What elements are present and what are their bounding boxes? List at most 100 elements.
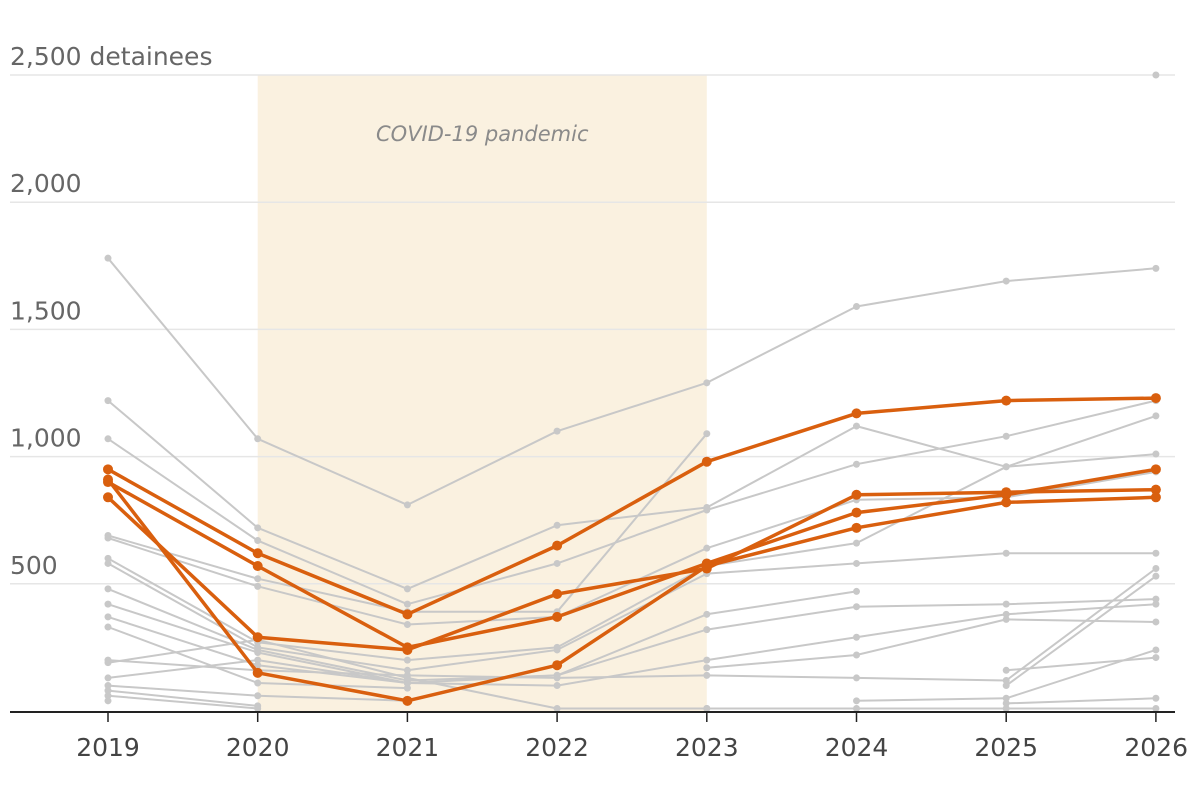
data-point-4-4 bbox=[703, 544, 711, 552]
data-point-11-4 bbox=[703, 671, 711, 679]
data-point-5-2 bbox=[403, 656, 411, 664]
data-point-10-0 bbox=[104, 623, 112, 631]
y-axis-labels: 500 1,000 1,500 2,000 2,500 detainees bbox=[10, 42, 212, 580]
data-point-21-2 bbox=[402, 695, 413, 706]
series-line-13-1 bbox=[1005, 656, 1157, 672]
data-point-18-0 bbox=[103, 464, 113, 475]
data-point-0-4 bbox=[703, 379, 711, 387]
data-point-16-1 bbox=[254, 704, 262, 712]
data-point-18-3 bbox=[552, 540, 563, 551]
data-point-12-0 bbox=[104, 659, 112, 667]
data-point-20-0 bbox=[103, 492, 113, 503]
data-point-21-4 bbox=[701, 560, 712, 571]
series-line-20-0 bbox=[106, 487, 1158, 652]
data-point-17-0 bbox=[104, 697, 112, 705]
y-tick-label-2: 1,500 bbox=[10, 296, 82, 325]
data-point-3-4 bbox=[703, 430, 711, 438]
series-line-19-0 bbox=[106, 467, 1158, 650]
data-point-10-1 bbox=[254, 679, 262, 687]
data-point-0-5 bbox=[853, 303, 860, 311]
series-line-10-1 bbox=[705, 618, 1157, 669]
data-point-15-7 bbox=[1152, 694, 1160, 702]
data-point-0-0 bbox=[104, 254, 112, 262]
x-tick-label-2025: 2025 bbox=[974, 733, 1038, 762]
y-tick-label-4: 2,500 detainees bbox=[10, 42, 212, 71]
series-line-14-1 bbox=[855, 648, 1157, 702]
data-point-14-0 bbox=[104, 682, 112, 690]
x-tick-label-2026: 2026 bbox=[1124, 733, 1188, 762]
data-point-1-2 bbox=[403, 585, 411, 593]
data-point-6-7 bbox=[1152, 549, 1160, 557]
data-point-4-1 bbox=[254, 582, 262, 590]
data-point-12-2 bbox=[403, 674, 411, 682]
data-point-1-0 bbox=[104, 397, 112, 405]
data-point-9-7 bbox=[1152, 600, 1160, 608]
data-point-19-1 bbox=[252, 560, 263, 571]
y-tick-label-3: 2,000 bbox=[10, 169, 82, 198]
data-point-9-5 bbox=[853, 633, 860, 641]
data-point-19-5 bbox=[851, 507, 862, 518]
data-point-20-3 bbox=[552, 588, 563, 599]
data-point-20-5 bbox=[851, 489, 862, 500]
data-point-2-2 bbox=[403, 600, 411, 608]
covid-pandemic-label: COVID-19 pandemic bbox=[376, 122, 589, 146]
data-point-2-3 bbox=[553, 559, 561, 567]
data-point-20-7 bbox=[1150, 484, 1161, 495]
data-point-13-2 bbox=[403, 679, 411, 687]
data-point-11-3 bbox=[553, 674, 561, 682]
data-point-1-7 bbox=[1152, 450, 1160, 458]
data-point-6-2 bbox=[403, 666, 411, 674]
series-line-1-0 bbox=[107, 399, 1157, 590]
series-line-15-1 bbox=[1005, 697, 1157, 705]
data-point-0-2 bbox=[403, 501, 411, 509]
data-point-5-0 bbox=[104, 554, 112, 562]
data-point-3-1 bbox=[254, 575, 262, 583]
background-series bbox=[104, 71, 1160, 712]
data-point-9-1 bbox=[254, 661, 262, 669]
data-point-15-6 bbox=[1002, 699, 1010, 707]
data-point-12-3 bbox=[553, 704, 561, 712]
data-point-9-0 bbox=[104, 613, 112, 621]
data-point-0-1 bbox=[254, 435, 262, 443]
data-point-7-0 bbox=[104, 585, 112, 593]
series-15 bbox=[104, 687, 1160, 710]
data-point-0-3 bbox=[553, 427, 561, 435]
data-point-10-6 bbox=[1002, 615, 1010, 623]
data-point-7-5 bbox=[853, 587, 860, 595]
x-tick-label-2021: 2021 bbox=[376, 733, 440, 762]
data-point-2-6 bbox=[1002, 432, 1010, 440]
data-point-17-7 bbox=[1152, 71, 1160, 79]
data-point-1-3 bbox=[553, 521, 561, 529]
data-point-1-1 bbox=[254, 524, 262, 532]
data-point-4-2 bbox=[403, 621, 411, 629]
series-16 bbox=[104, 692, 1160, 712]
data-point-16-5 bbox=[853, 704, 860, 712]
data-point-7-4 bbox=[703, 610, 711, 618]
data-point-18-5 bbox=[851, 408, 862, 419]
data-point-9-4 bbox=[703, 656, 711, 664]
data-point-21-0 bbox=[103, 474, 113, 485]
data-point-2-5 bbox=[853, 460, 860, 468]
series-line-11-0 bbox=[107, 567, 1157, 682]
data-point-5-5 bbox=[853, 539, 860, 547]
data-point-0-7 bbox=[1152, 264, 1160, 272]
covid-shaded-region bbox=[257, 75, 707, 711]
data-point-18-7 bbox=[1150, 393, 1161, 404]
data-point-20-6 bbox=[1001, 487, 1012, 498]
data-point-2-1 bbox=[254, 537, 262, 545]
series-line-6-0 bbox=[107, 552, 1157, 672]
data-point-13-6 bbox=[1002, 666, 1010, 674]
gridlines bbox=[10, 74, 1175, 585]
data-point-8-6 bbox=[1002, 600, 1010, 608]
data-point-4-0 bbox=[104, 534, 112, 542]
data-point-5-6 bbox=[1002, 463, 1010, 471]
data-point-13-0 bbox=[104, 674, 112, 682]
x-tick-label-2022: 2022 bbox=[525, 733, 589, 762]
data-point-11-7 bbox=[1152, 565, 1160, 573]
data-point-10-4 bbox=[703, 664, 711, 672]
data-point-8-7 bbox=[1152, 595, 1160, 603]
data-point-14-1 bbox=[254, 692, 262, 700]
data-point-8-1 bbox=[254, 648, 262, 656]
x-tick-label-2024: 2024 bbox=[825, 733, 889, 762]
series-17 bbox=[104, 71, 1160, 705]
